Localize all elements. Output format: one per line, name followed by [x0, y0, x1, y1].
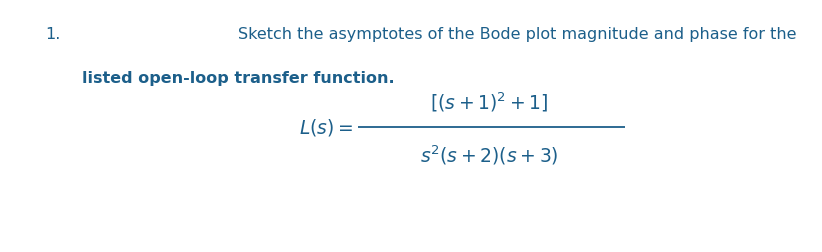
Text: $[(s + 1)^2 + 1]$: $[(s + 1)^2 + 1]$	[430, 90, 548, 114]
Text: listed open-loop transfer function.: listed open-loop transfer function.	[82, 71, 395, 85]
Text: $s^2(s + 2)(s + 3)$: $s^2(s + 2)(s + 3)$	[420, 143, 558, 167]
Text: 1.: 1.	[45, 26, 61, 41]
Text: Sketch the asymptotes of the Bode plot magnitude and phase for the: Sketch the asymptotes of the Bode plot m…	[238, 26, 797, 41]
Text: $L(s) =$: $L(s) =$	[299, 117, 353, 138]
